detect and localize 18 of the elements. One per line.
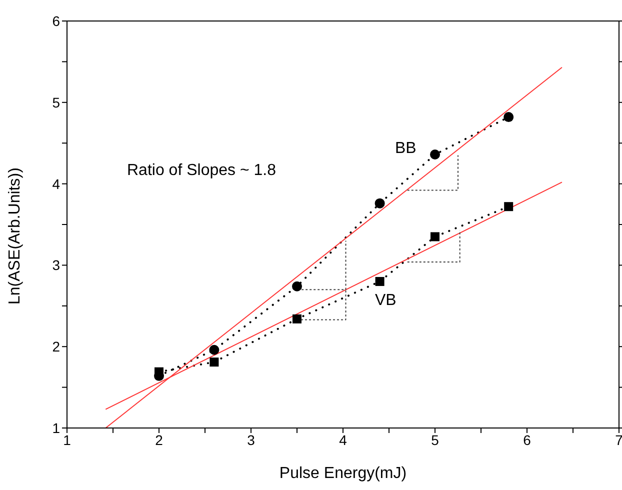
x-tick-label: 7 [615,432,622,448]
x-tick-label: 2 [155,432,164,448]
x-tick-label: 1 [63,432,72,448]
annotation: VB [375,292,396,310]
y-tick-label: 5 [52,94,60,110]
annotation: BB [395,140,416,158]
x-axis-title: Pulse Energy(mJ) [279,465,407,482]
y-tick-label: 3 [52,257,60,274]
x-tick-label: 6 [523,432,532,448]
x-tick-label: 5 [431,432,440,448]
y-tick-label: 1 [52,420,60,436]
x-tick-label: 3 [247,432,256,448]
y-tick-label: 6 [52,12,60,29]
y-tick-label: 2 [52,338,60,355]
x-tick-label: 4 [339,432,348,448]
y-tick-label: 4 [52,176,60,192]
annotation: Ratio of Slopes ~ 1.8 [127,162,276,180]
y-axis-title: Ln(ASE(Arb.Units)) [6,168,24,304]
